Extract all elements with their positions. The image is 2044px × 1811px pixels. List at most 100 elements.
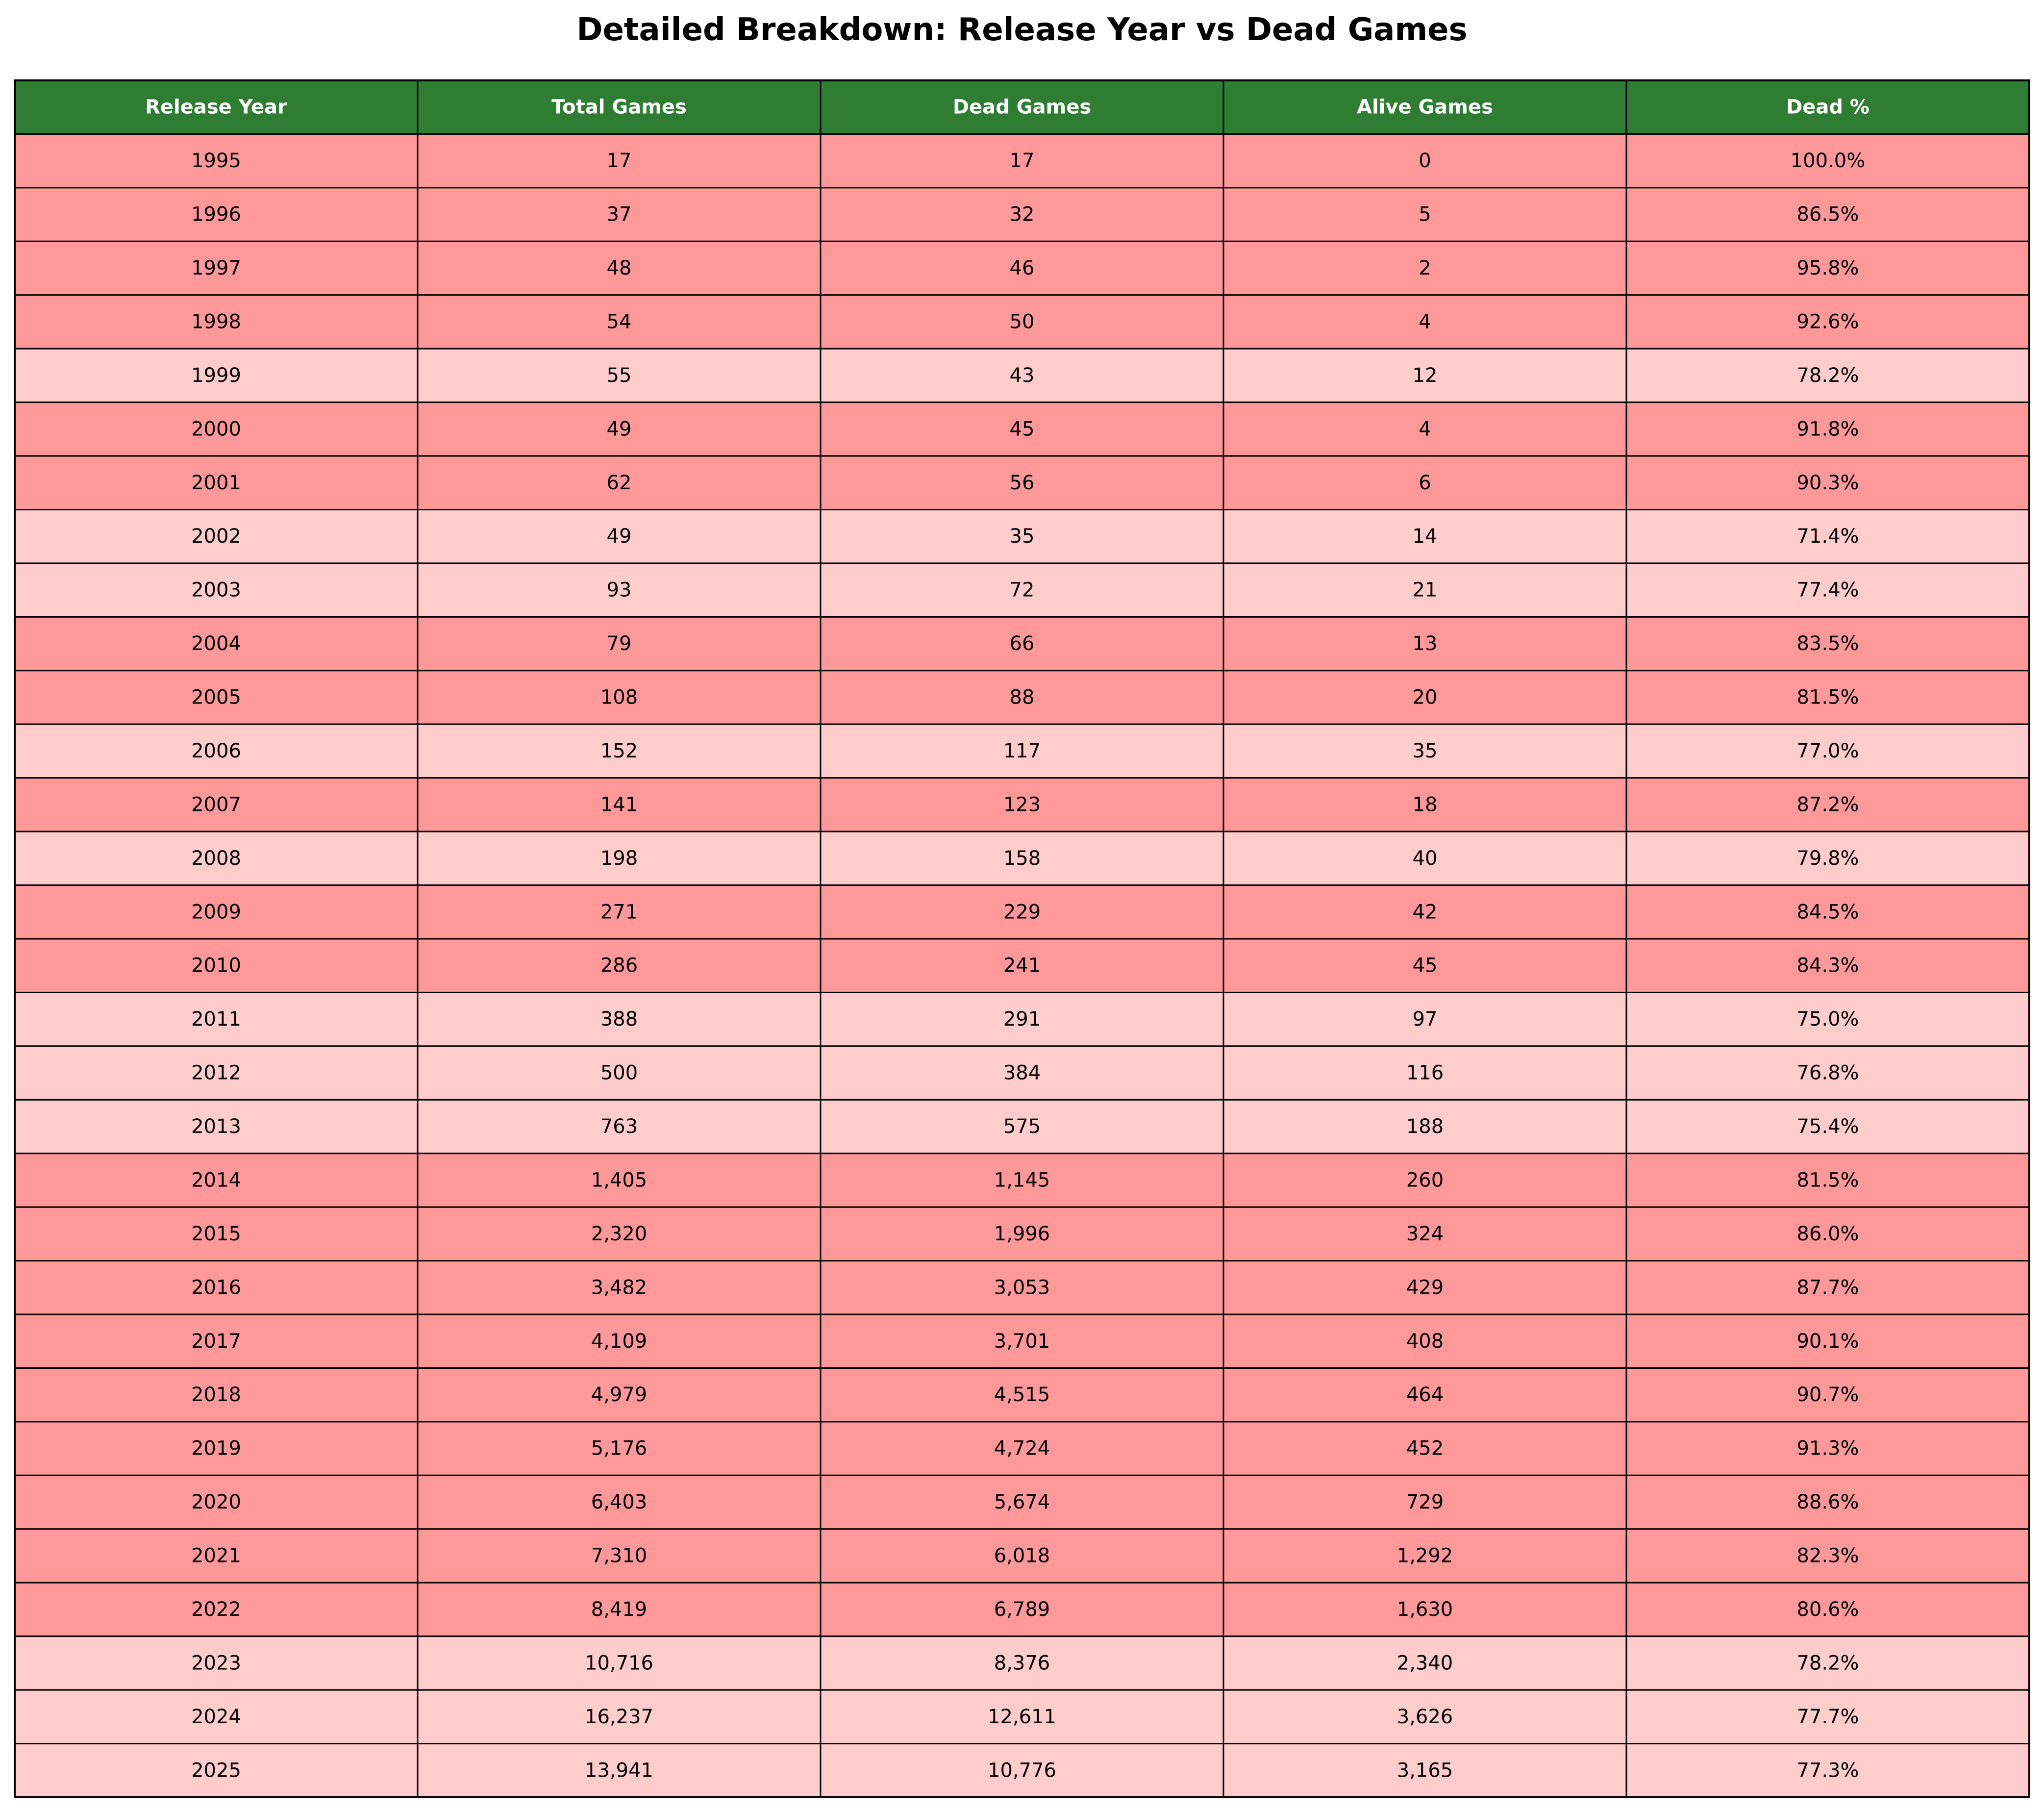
table-cell xyxy=(1222,616,1627,672)
table-cell xyxy=(820,1153,1224,1208)
table-cell xyxy=(820,1260,1224,1315)
cell-value: 241 xyxy=(1003,955,1041,977)
table-cell xyxy=(417,294,822,350)
table-cell xyxy=(1625,509,2030,564)
cell-value: 45 xyxy=(1413,955,1438,977)
cell-value: 5,674 xyxy=(994,1491,1050,1513)
table-cell xyxy=(1625,1367,2030,1423)
cell-value: 1999 xyxy=(191,364,241,387)
cell-value: 14 xyxy=(1413,525,1438,548)
cell-value: 71.4% xyxy=(1796,525,1859,548)
cell-value: 3,482 xyxy=(591,1276,648,1299)
table-cell xyxy=(1222,991,1627,1047)
table-cell xyxy=(1222,1689,1627,1745)
table-cell xyxy=(1625,884,2030,940)
cell-value: 81.5% xyxy=(1796,686,1859,709)
cell-value: 88 xyxy=(1010,686,1035,709)
cell-value: 229 xyxy=(1003,901,1041,923)
table-cell xyxy=(417,938,822,993)
cell-value: 2004 xyxy=(191,632,241,655)
table-cell xyxy=(14,348,419,403)
table-cell xyxy=(1222,1582,1627,1637)
cell-value: 1,145 xyxy=(994,1169,1050,1191)
cell-value: 1996 xyxy=(191,203,241,226)
table-cell xyxy=(417,1582,822,1637)
cell-value: 198 xyxy=(600,847,638,870)
cell-value: 77.7% xyxy=(1796,1706,1859,1728)
cell-value: 2011 xyxy=(191,1008,241,1031)
cell-value: 123 xyxy=(1003,793,1041,816)
cell-value: 75.0% xyxy=(1796,1008,1859,1031)
cell-value: 763 xyxy=(600,1115,638,1138)
cell-value: 1998 xyxy=(191,310,241,333)
cell-value: 729 xyxy=(1406,1491,1444,1513)
cell-value: 408 xyxy=(1406,1330,1444,1353)
cell-value: 32 xyxy=(1010,203,1035,226)
cell-value: 2014 xyxy=(191,1169,241,1191)
cell-value: 42 xyxy=(1413,901,1438,923)
cell-value: 17 xyxy=(607,150,632,172)
cell-value: 3,165 xyxy=(1397,1759,1453,1782)
cell-value: 188 xyxy=(1406,1115,1444,1138)
table-cell xyxy=(1222,348,1627,403)
cell-value: 2002 xyxy=(191,525,241,548)
cell-value: 75.4% xyxy=(1796,1115,1859,1138)
cell-value: 152 xyxy=(600,740,638,762)
table-cell xyxy=(820,723,1224,779)
cell-value: 8,419 xyxy=(591,1598,648,1621)
cell-value: 78.2% xyxy=(1796,364,1859,387)
cell-value: 13,941 xyxy=(585,1759,653,1782)
table-cell xyxy=(14,294,419,350)
table-cell xyxy=(1625,991,2030,1047)
cell-value: 575 xyxy=(1003,1115,1041,1138)
cell-value: 50 xyxy=(1010,310,1035,333)
cell-value: 4 xyxy=(1419,310,1431,333)
table-cell xyxy=(1222,509,1627,564)
cell-value: 2 xyxy=(1419,257,1431,279)
cell-value: 2007 xyxy=(191,793,241,816)
cell-value: 6,789 xyxy=(994,1598,1050,1621)
cell-value: 291 xyxy=(1003,1008,1041,1031)
table-cell xyxy=(14,455,419,510)
cell-value: 83.5% xyxy=(1796,632,1859,655)
cell-value: 79 xyxy=(607,632,632,655)
cell-value: 158 xyxy=(1003,847,1041,870)
cell-value: 55 xyxy=(607,364,632,387)
table-cell xyxy=(417,1260,822,1315)
cell-value: 72 xyxy=(1010,579,1035,602)
table-cell xyxy=(1222,777,1627,832)
cell-value: 1997 xyxy=(191,257,241,279)
cell-value: 12,611 xyxy=(988,1706,1056,1728)
cell-value: 2024 xyxy=(191,1706,241,1728)
table-cell xyxy=(820,777,1224,832)
cell-value: 78.2% xyxy=(1796,1652,1859,1674)
cell-value: 18 xyxy=(1413,793,1438,816)
table-cell xyxy=(1625,294,2030,350)
table-cell xyxy=(820,884,1224,940)
cell-value: 452 xyxy=(1406,1437,1444,1460)
cell-value: 4,979 xyxy=(591,1383,648,1406)
table-cell xyxy=(820,240,1224,296)
cell-value: 48 xyxy=(607,257,632,279)
cell-value: 0 xyxy=(1419,150,1431,172)
table-cell xyxy=(1625,938,2030,993)
table-cell xyxy=(1625,670,2030,725)
cell-value: 2006 xyxy=(191,740,241,762)
cell-value: 80.6% xyxy=(1796,1598,1859,1621)
header-cell xyxy=(14,79,419,135)
header-label: Dead Games xyxy=(953,96,1091,119)
table-cell xyxy=(820,1474,1224,1530)
cell-value: 6 xyxy=(1419,472,1431,494)
header-label: Dead % xyxy=(1786,96,1870,119)
table-cell xyxy=(417,616,822,672)
table-cell xyxy=(820,1206,1224,1262)
cell-value: 77.4% xyxy=(1796,579,1859,602)
cell-value: 117 xyxy=(1003,740,1041,762)
cell-value: 2009 xyxy=(191,901,241,923)
table-cell xyxy=(820,1099,1224,1155)
cell-value: 16,237 xyxy=(585,1706,653,1728)
cell-value: 92.6% xyxy=(1796,310,1859,333)
table-cell xyxy=(1222,294,1627,350)
table-cell xyxy=(1222,1045,1627,1101)
